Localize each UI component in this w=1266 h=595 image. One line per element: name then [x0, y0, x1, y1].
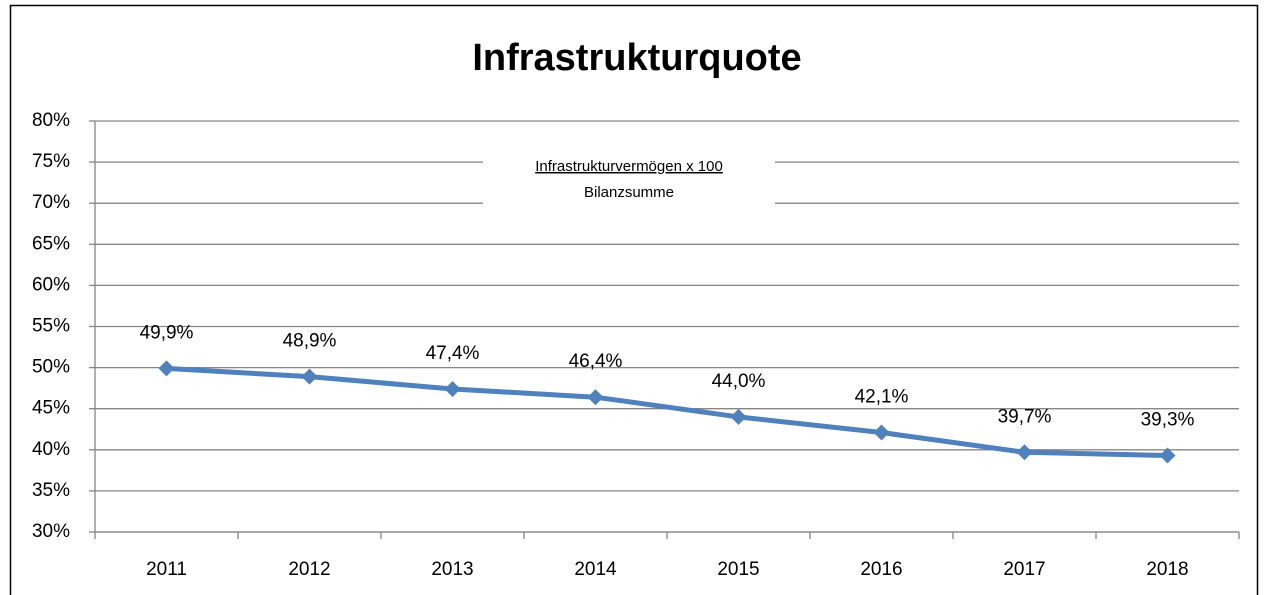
data-point	[873, 424, 890, 441]
y-tick-label: 65%	[32, 233, 70, 254]
x-tick-label: 2018	[1146, 559, 1188, 580]
data-point	[730, 408, 747, 425]
data-label: 46,4%	[569, 351, 623, 372]
data-label: 39,7%	[998, 406, 1052, 427]
y-tick-label: 40%	[32, 439, 70, 460]
data-point	[158, 360, 175, 377]
x-tick-label: 2015	[717, 559, 759, 580]
x-tick-label: 2017	[1003, 559, 1045, 580]
y-tick-label: 75%	[32, 151, 70, 172]
chart-border	[9, 4, 1259, 595]
chart-title: Infrastrukturquote	[472, 37, 801, 79]
data-label: 44,0%	[712, 371, 766, 392]
data-label: 42,1%	[855, 387, 909, 408]
y-tick-label: 70%	[32, 192, 70, 213]
data-point	[444, 380, 461, 397]
x-tick-label: 2012	[288, 559, 330, 580]
annotation-denominator: Bilanzsumme	[584, 184, 674, 201]
x-tick-label: 2011	[146, 559, 187, 580]
y-tick-label: 60%	[32, 274, 70, 295]
data-label: 48,9%	[283, 331, 337, 352]
series-line	[166, 365, 1168, 459]
annotation-numerator: Infrastrukturvermögen x 100	[535, 158, 723, 175]
y-tick-label: 30%	[32, 521, 70, 542]
y-tick-label: 55%	[32, 316, 70, 337]
x-tick-label: 2016	[860, 559, 902, 580]
data-label: 39,3%	[1141, 410, 1195, 431]
y-tick-label: 80%	[32, 110, 70, 131]
x-tick-label: 2013	[431, 559, 473, 580]
data-point	[301, 368, 318, 385]
data-point	[587, 389, 604, 406]
data-label: 49,9%	[140, 322, 194, 343]
annotation-box	[483, 148, 775, 212]
y-tick-label: 45%	[32, 398, 70, 419]
data-point	[1159, 447, 1176, 464]
y-tick-label: 50%	[32, 357, 70, 378]
x-tick-label: 2014	[574, 559, 617, 580]
data-label: 47,4%	[426, 343, 480, 364]
data-point	[1016, 444, 1033, 461]
y-tick-label: 35%	[32, 480, 70, 501]
